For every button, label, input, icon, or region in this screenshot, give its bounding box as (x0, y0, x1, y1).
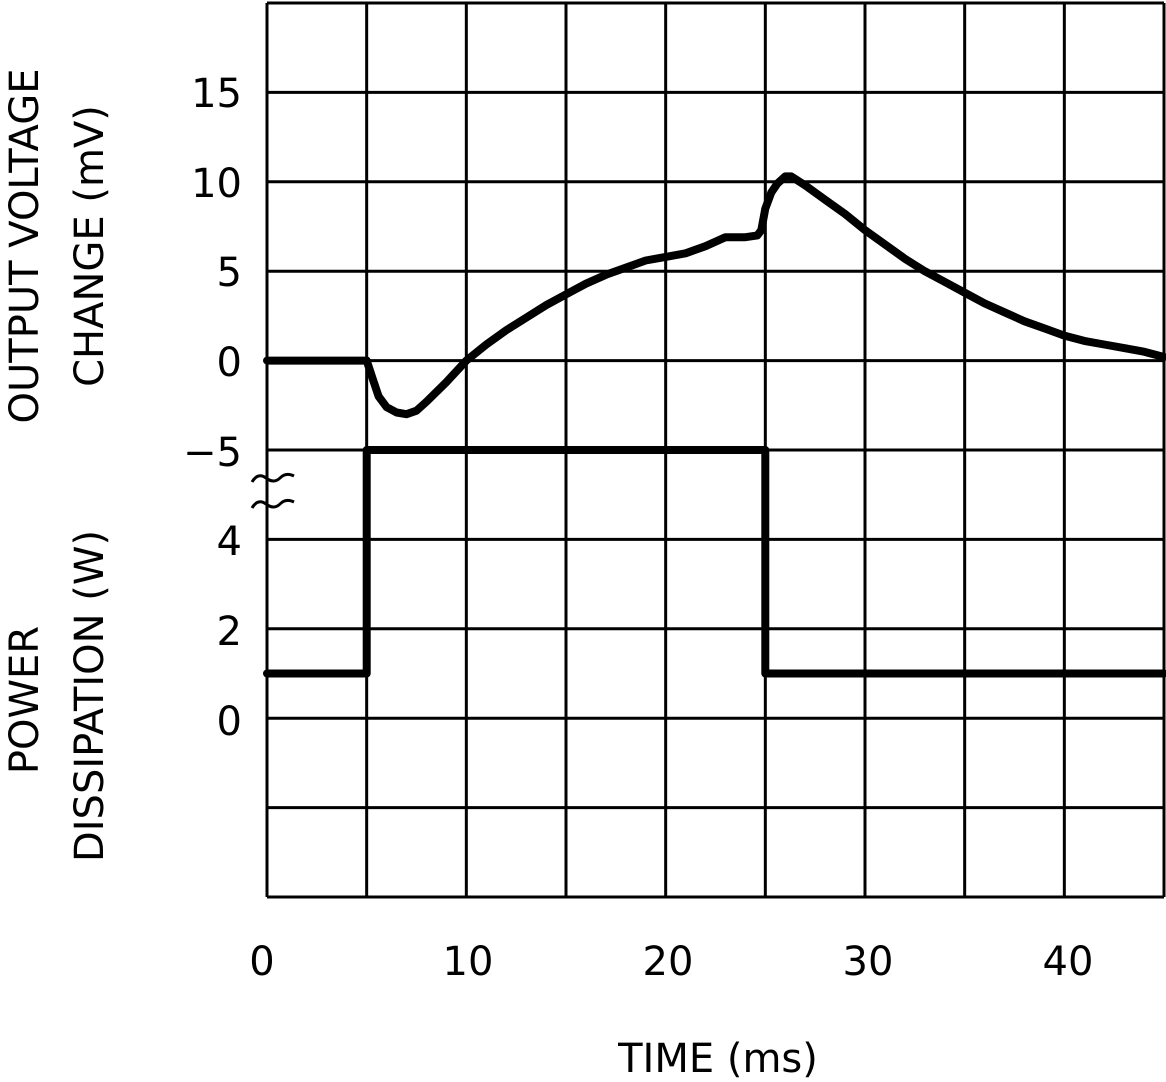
y-tick-label: 15 (191, 71, 242, 117)
y-axis-title-power-line1: POWER (2, 626, 48, 774)
x-tick-label: 20 (643, 939, 694, 985)
y-axis-title-voltage-line1: OUTPUT VOLTAGE (2, 69, 48, 424)
y-tick-label: 0 (217, 699, 242, 745)
axis-break-icon (250, 472, 295, 509)
y-tick-label: 0 (217, 340, 242, 386)
y-axis-title-power-line2: DISSIPATION (W) (67, 530, 113, 862)
series-line-power-dissipation (263, 446, 1166, 678)
x-tick-label: 10 (443, 939, 494, 985)
x-axis-title: TIME (ms) (617, 1036, 818, 1082)
series-line-output-voltage-change (263, 172, 1166, 419)
y-axis-title-voltage-line2: CHANGE (mV) (67, 105, 113, 387)
series-layer (263, 172, 1166, 678)
y-tick-label: 2 (217, 609, 242, 655)
x-tick-label: 30 (843, 939, 894, 985)
y-tick-label: −5 (183, 430, 242, 476)
y-tick-label: 4 (217, 519, 242, 565)
grid (265, 1, 1166, 899)
y-tick-label: 10 (191, 161, 242, 207)
y-tick-label: 5 (217, 250, 242, 296)
x-tick-label: 0 (249, 939, 274, 985)
x-tick-label: 40 (1043, 939, 1094, 985)
